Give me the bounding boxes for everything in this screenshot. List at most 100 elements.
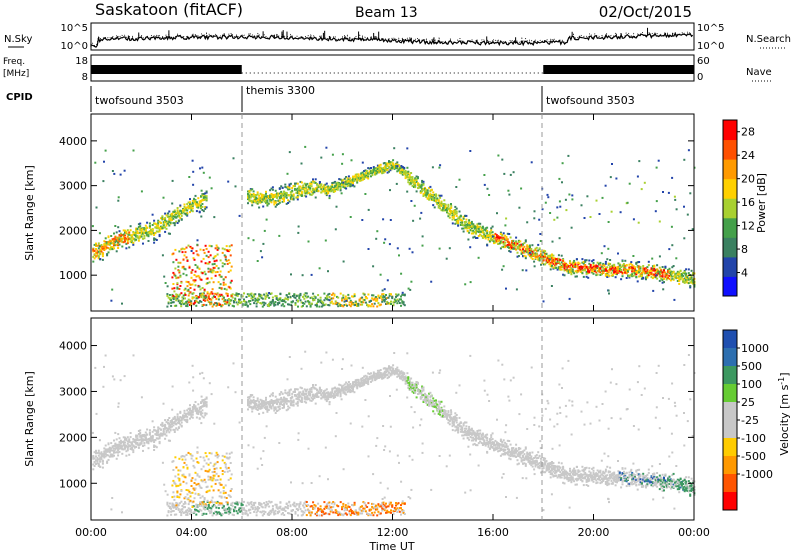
power-echo-point	[476, 223, 479, 226]
power-echo-point	[617, 270, 620, 273]
power-echo-point	[269, 194, 272, 197]
power-echo-point	[302, 304, 304, 307]
power-echo-point	[265, 294, 268, 297]
power-echo-point	[577, 267, 580, 270]
power-echo-point	[512, 244, 515, 247]
power-echo-point	[560, 254, 563, 257]
velocity-echo-point	[110, 442, 113, 445]
velocity-echo-point	[177, 422, 180, 425]
power-echo-point	[153, 237, 156, 240]
power-echo-point	[142, 237, 144, 240]
velocity-echo-point	[155, 437, 158, 440]
velocity-echo-point	[136, 437, 139, 440]
power-echo-point	[298, 188, 301, 190]
power-echo-point	[255, 194, 258, 196]
velocity-echo-point	[309, 394, 312, 397]
power-echo-point	[603, 268, 606, 271]
power-echo-point	[241, 295, 244, 298]
cpid-segment-0: twofsound 3503	[95, 94, 184, 107]
power-echo-point	[390, 161, 393, 164]
power-echo-point	[674, 276, 676, 279]
velocity-echo-point	[267, 409, 270, 411]
power-echo-point	[185, 301, 188, 303]
power-echo-point	[189, 283, 192, 286]
power-echo-point	[457, 221, 460, 224]
velocity-echo-point	[252, 401, 255, 404]
velocity-echo-point	[125, 437, 128, 440]
power-echo-point	[389, 162, 392, 165]
velocity-echo-point	[205, 396, 208, 399]
power-echo-point	[310, 296, 313, 299]
velocity-echo-point	[288, 392, 291, 395]
power-echo-point	[396, 167, 399, 170]
power-echo-point	[350, 184, 353, 187]
velocity-echo-point	[140, 440, 143, 443]
power-echo-point	[286, 172, 289, 175]
power-echo-point	[570, 270, 573, 273]
power-echo-point	[610, 265, 613, 268]
power-echo-point	[259, 250, 262, 253]
velocity-echo-point	[96, 457, 99, 459]
power-echo-point	[324, 189, 327, 192]
power-echo-point	[381, 289, 384, 292]
power-echo-point	[392, 163, 395, 166]
power-echo-point	[126, 233, 129, 236]
power-echo-point	[379, 163, 382, 166]
power-echo-point	[309, 182, 312, 185]
power-echo-point	[194, 203, 197, 206]
power-echo-point	[295, 295, 298, 297]
velocity-echo-point	[310, 396, 313, 399]
velocity-echo-point	[128, 440, 131, 443]
power-echo-point	[328, 197, 331, 200]
power-echo-point	[447, 205, 450, 208]
power-echo-point	[323, 184, 325, 187]
power-echo-point	[400, 272, 403, 275]
velocity-echo-point	[104, 455, 107, 458]
power-echo-point	[195, 250, 198, 253]
power-echo-point	[398, 302, 401, 304]
power-echo-point	[402, 301, 405, 304]
velocity-echo-point	[162, 430, 165, 433]
power-echo-point	[186, 285, 189, 288]
power-echo-point	[395, 293, 397, 296]
power-echo-point	[433, 193, 436, 196]
power-echo-point	[197, 274, 200, 277]
power-echo-point	[352, 295, 355, 298]
power-echo-point	[201, 203, 204, 205]
power-echo-point	[133, 239, 136, 242]
power-echo-point	[331, 185, 334, 188]
power-echo-point	[194, 264, 197, 266]
power-echo-point	[504, 246, 507, 249]
velocity-echo-point	[157, 428, 160, 431]
power-echo-point	[213, 260, 216, 263]
velocity-echo-point	[201, 400, 204, 403]
velocity-echo-point	[305, 396, 308, 399]
power-echo-point	[457, 217, 460, 220]
velocity-echo-point	[269, 406, 272, 409]
power-echo-point	[683, 269, 686, 272]
velocity-echo-point	[259, 403, 262, 406]
power-echo-point	[293, 293, 296, 296]
velocity-echo-point	[197, 403, 200, 406]
velocity-echo-point	[305, 401, 308, 404]
velocity-echo-point	[111, 453, 114, 456]
velocity-echo-point	[267, 402, 270, 405]
power-echo-point	[574, 275, 577, 278]
power-echo-point	[611, 273, 614, 276]
velocity-echo-point	[310, 399, 313, 402]
power-echo-point	[610, 267, 613, 270]
power-echo-point	[506, 240, 509, 243]
power-echo-point	[658, 272, 661, 275]
power-echo-point	[602, 271, 605, 274]
power-echo-point	[611, 265, 614, 268]
power-echo-point	[384, 238, 387, 241]
power-echo-point	[548, 256, 551, 259]
power-echo-point	[609, 176, 612, 179]
velocity-echo-point	[248, 400, 251, 403]
velocity-echo-point	[283, 404, 285, 407]
velocity-echo-point	[96, 459, 99, 462]
power-echo-point	[383, 296, 386, 298]
power-echo-point	[647, 260, 650, 263]
velocity-echo-point	[287, 408, 290, 411]
power-echo-point	[509, 250, 512, 253]
